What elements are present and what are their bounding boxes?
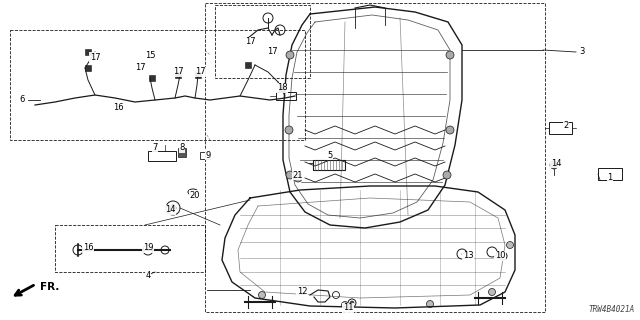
Bar <box>245 62 251 68</box>
Text: 11: 11 <box>343 303 353 313</box>
Circle shape <box>488 289 495 295</box>
Circle shape <box>285 126 293 134</box>
Text: 16: 16 <box>83 244 93 252</box>
Circle shape <box>294 174 302 182</box>
Text: 17: 17 <box>173 68 183 76</box>
Text: 14: 14 <box>551 158 561 167</box>
Bar <box>175 72 181 78</box>
Circle shape <box>506 242 513 249</box>
Text: 4: 4 <box>145 270 150 279</box>
Bar <box>276 92 296 100</box>
Text: 14: 14 <box>164 205 175 214</box>
Bar <box>10 30 305 140</box>
Circle shape <box>350 301 354 305</box>
Circle shape <box>426 300 433 308</box>
Text: 18: 18 <box>276 84 287 92</box>
Text: 10: 10 <box>495 252 505 260</box>
Text: 21: 21 <box>292 171 303 180</box>
Circle shape <box>286 51 294 59</box>
Text: TRW4B4021A: TRW4B4021A <box>589 305 635 314</box>
Text: 3: 3 <box>579 47 585 57</box>
Bar <box>55 225 205 272</box>
Text: 20: 20 <box>189 190 200 199</box>
Circle shape <box>446 126 454 134</box>
Text: 13: 13 <box>463 252 474 260</box>
Text: 9: 9 <box>205 150 211 159</box>
Text: 16: 16 <box>113 103 124 113</box>
Bar <box>149 75 155 81</box>
Bar <box>215 5 310 78</box>
Text: 5: 5 <box>328 150 333 159</box>
Text: FR.: FR. <box>40 282 60 292</box>
Bar <box>85 65 91 71</box>
Text: 17: 17 <box>267 47 277 57</box>
Bar <box>148 151 176 161</box>
Text: 17: 17 <box>90 52 100 61</box>
Circle shape <box>446 51 454 59</box>
Bar <box>85 49 91 55</box>
Circle shape <box>170 205 176 211</box>
Text: 17: 17 <box>134 63 145 73</box>
Text: 8: 8 <box>179 143 185 153</box>
Bar <box>200 152 210 159</box>
Bar <box>195 72 201 78</box>
Text: 7: 7 <box>152 143 157 153</box>
Bar <box>549 122 572 134</box>
Circle shape <box>259 292 266 299</box>
Circle shape <box>550 161 558 169</box>
Bar <box>178 148 186 157</box>
Text: 15: 15 <box>145 51 156 60</box>
Text: 17: 17 <box>244 37 255 46</box>
Text: 12: 12 <box>297 287 307 297</box>
Circle shape <box>443 171 451 179</box>
Text: 6: 6 <box>19 95 25 105</box>
Bar <box>598 168 622 180</box>
Text: 2: 2 <box>563 121 568 130</box>
Circle shape <box>286 171 294 179</box>
Text: 1: 1 <box>607 173 612 182</box>
Bar <box>205 3 545 312</box>
Bar <box>279 85 285 91</box>
Bar <box>313 160 345 170</box>
Text: 17: 17 <box>195 68 205 76</box>
Text: 19: 19 <box>143 244 153 252</box>
Circle shape <box>342 301 349 308</box>
